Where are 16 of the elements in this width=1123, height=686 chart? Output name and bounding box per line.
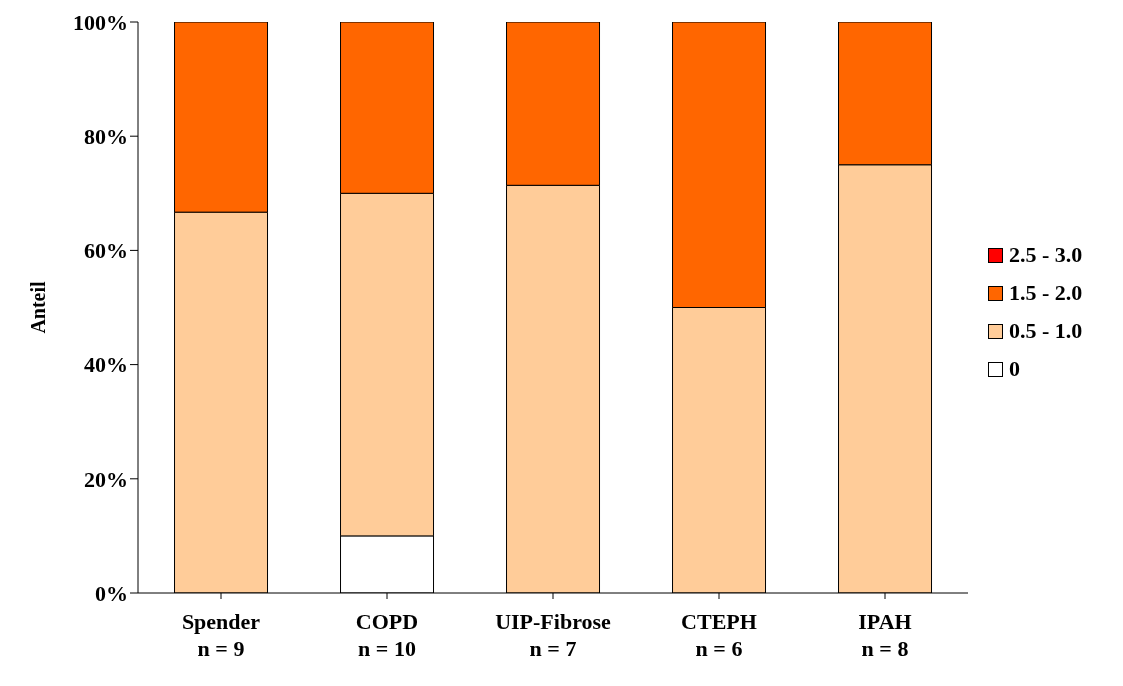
y-tick-label: 80% [84,124,128,150]
legend-label: 0 [1009,356,1020,382]
y-tick-label: 60% [84,238,128,264]
y-tick-label: 20% [84,466,128,492]
y-tick-label: 100% [73,9,128,35]
legend-label: 2.5 - 3.0 [1009,242,1083,268]
x-tick-label: COPD n = 10 [355,608,419,662]
x-tick-label: CTEPH n = 6 [681,608,757,662]
y-tick-label: 0% [95,580,128,606]
x-tick-label: IPAH n = 8 [858,608,912,662]
legend-label: 0.5 - 1.0 [1009,318,1083,344]
x-tick-label: UIP-Fibrose n = 7 [495,608,612,662]
x-tick-label: Spender n = 9 [181,608,261,662]
y-tick-label: 40% [84,352,128,378]
y-axis-title: Anteil [27,280,50,334]
legend-label: 1.5 - 2.0 [1009,280,1083,306]
